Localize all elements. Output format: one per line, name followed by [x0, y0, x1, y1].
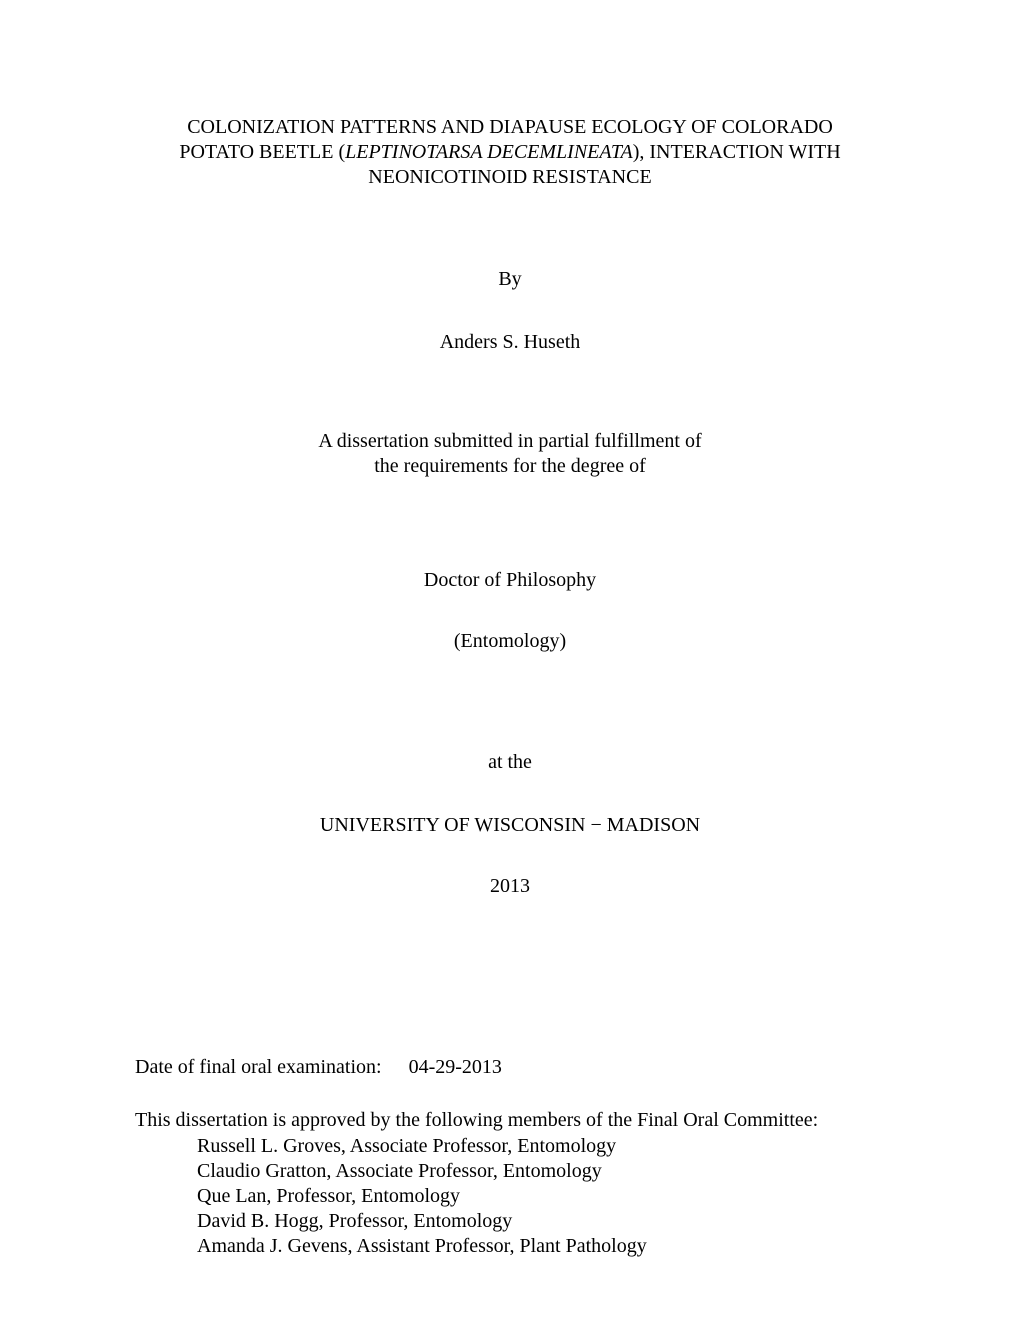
committee-member: David B. Hogg, Professor, Entomology — [197, 1209, 885, 1234]
submission-line-2: the requirements for the degree of — [135, 454, 885, 479]
author-name: Anders S. Huseth — [135, 331, 885, 354]
committee-member: Russell L. Groves, Associate Professor, … — [197, 1134, 885, 1159]
field-name: (Entomology) — [135, 630, 885, 653]
degree-name: Doctor of Philosophy — [135, 569, 885, 592]
title-line-2: POTATO BEETLE (LEPTINOTARSA DECEMLINEATA… — [135, 140, 885, 165]
committee-member: Amanda J. Gevens, Assistant Professor, P… — [197, 1234, 885, 1259]
dissertation-title: COLONIZATION PATTERNS AND DIAPAUSE ECOLO… — [135, 115, 885, 190]
exam-date-label: Date of final oral examination: — [135, 1056, 382, 1078]
year-value: 2013 — [135, 875, 885, 898]
title-line-1: COLONIZATION PATTERNS AND DIAPAUSE ECOLO… — [135, 115, 885, 140]
committee-member: Que Lan, Professor, Entomology — [197, 1184, 885, 1209]
approval-statement: This dissertation is approved by the fol… — [135, 1109, 885, 1132]
by-label: By — [135, 268, 885, 291]
committee-member: Claudio Gratton, Associate Professor, En… — [197, 1159, 885, 1184]
title-line-3: NEONICOTINOID RESISTANCE — [135, 165, 885, 190]
submission-statement: A dissertation submitted in partial fulf… — [135, 429, 885, 479]
submission-line-1: A dissertation submitted in partial fulf… — [135, 429, 885, 454]
at-the-label: at the — [135, 751, 885, 774]
university-name: UNIVERSITY OF WISCONSIN − MADISON — [135, 814, 885, 837]
exam-date-row: Date of final oral examination: 04-29-20… — [135, 1056, 885, 1079]
exam-date-value: 04-29-2013 — [409, 1056, 502, 1079]
